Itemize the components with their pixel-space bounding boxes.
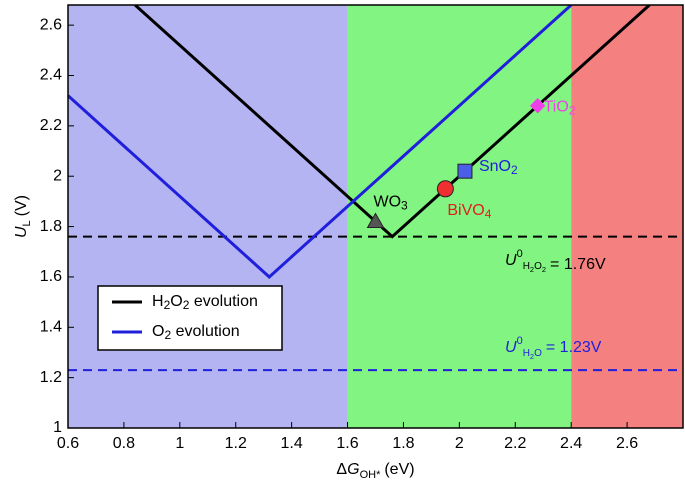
y-tick-label: 2.4 (40, 67, 62, 84)
marker (529, 98, 546, 114)
text: (V) (13, 195, 30, 216)
point-label: SnO2 (479, 158, 518, 177)
symbol: U (505, 252, 517, 269)
region (571, 5, 683, 428)
marker (436, 180, 454, 198)
legend-box (97, 285, 283, 351)
reference-label: U0H2O = 1.23V (505, 335, 602, 361)
x-tick-label: 0.8 (113, 435, 135, 452)
reference-label: U0H2O2 = 1.76V (505, 248, 606, 274)
prefix: Δ (336, 461, 347, 478)
x-tick-label: 2.6 (616, 435, 638, 452)
point-label-text: SnO2 (479, 158, 518, 177)
line (68, 5, 573, 279)
y-tick-label: 2.2 (40, 117, 62, 134)
symbol: G (347, 461, 359, 478)
symbol: U (505, 339, 517, 356)
sup: 0 (517, 248, 523, 260)
symbol: U (13, 226, 30, 238)
point-label: TiO2 (544, 99, 576, 118)
x-tick-label: 0.6 (57, 435, 79, 452)
y-tick-label: 1.8 (40, 218, 62, 235)
sub: H2O (523, 348, 542, 361)
point-label: BiVO4 (447, 202, 491, 221)
y-tick-label: 2 (53, 167, 62, 184)
x-tick-label: 1.2 (225, 435, 247, 452)
point-label-text: WO3 (374, 194, 409, 213)
region (347, 5, 572, 428)
legend-text: O2 evolution (152, 323, 240, 342)
region (68, 5, 348, 428)
marker (366, 212, 385, 229)
sub: H2O2 (523, 261, 546, 274)
point-label-text: TiO2 (544, 99, 576, 118)
x-tick-label: 2.2 (504, 435, 526, 452)
sup: 0 (517, 335, 523, 347)
x-axis-label: ΔGOH* (eV) (336, 461, 414, 481)
line (134, 5, 651, 239)
legend-label: O2 evolution (152, 323, 240, 342)
x-tick-label: 2.4 (560, 435, 582, 452)
legend-text: H2O2 evolution (152, 293, 258, 312)
x-tick-label: 2 (455, 435, 464, 452)
sub: L (21, 220, 33, 226)
y-tick-label: 1.4 (40, 319, 62, 336)
text: = 1.23V (546, 339, 602, 356)
text: (eV) (384, 461, 414, 478)
y-tick-label: 1.6 (40, 268, 62, 285)
marker (457, 163, 473, 179)
text: = 1.76V (550, 256, 606, 273)
sub: OH* (360, 469, 382, 481)
x-tick-label: 1.8 (392, 435, 414, 452)
point-label: WO3 (374, 194, 409, 213)
y-axis-label: UL (V) (13, 195, 33, 238)
frame (67, 4, 684, 429)
y-tick-label: 2.6 (40, 16, 62, 33)
legend-label: H2O2 evolution (152, 293, 258, 312)
point-label-text: BiVO4 (447, 202, 491, 221)
x-tick-label: 1.6 (336, 435, 358, 452)
y-tick-label: 1 (53, 419, 62, 436)
x-tick-label: 1.4 (281, 435, 303, 452)
plot (68, 5, 651, 279)
x-tick-label: 1 (175, 435, 184, 452)
y-tick-label: 1.2 (40, 369, 62, 386)
